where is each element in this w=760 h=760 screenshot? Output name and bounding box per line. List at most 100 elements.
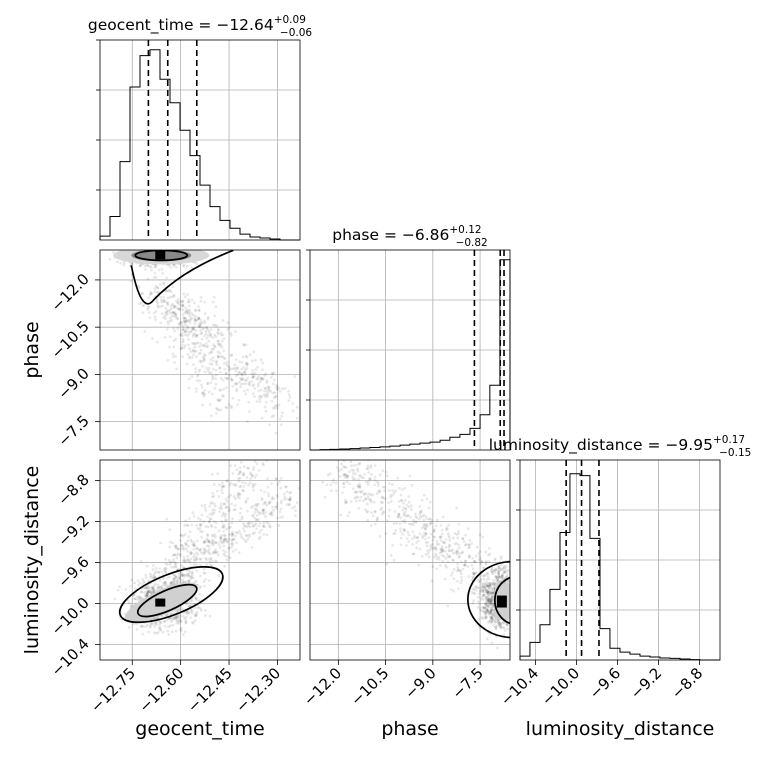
sample-point bbox=[236, 472, 240, 476]
sample-point bbox=[176, 301, 180, 305]
sample-point bbox=[194, 557, 198, 561]
sample-point bbox=[222, 544, 226, 548]
sample-point bbox=[456, 565, 460, 569]
sample-point bbox=[275, 385, 279, 388]
sample-point bbox=[456, 536, 460, 540]
sample-point bbox=[375, 480, 379, 484]
sample-point bbox=[264, 372, 268, 376]
hist-panel-luminosity_distance: luminosity_distance = −9.95+0.17 −0.15 bbox=[489, 434, 751, 661]
sample-point bbox=[487, 597, 491, 600]
sample-point bbox=[139, 560, 143, 563]
sample-point bbox=[380, 506, 383, 510]
sample-point bbox=[130, 262, 134, 265]
sample-point bbox=[344, 455, 347, 458]
sample-point bbox=[150, 292, 153, 296]
sample-point bbox=[487, 598, 491, 602]
sample-point bbox=[214, 521, 218, 525]
sample-point bbox=[342, 485, 346, 489]
sample-point bbox=[194, 335, 198, 339]
sample-point bbox=[490, 595, 494, 599]
sample-point bbox=[203, 506, 207, 510]
sample-point bbox=[265, 533, 269, 537]
ytick-label: −10.5 bbox=[48, 317, 93, 362]
sample-point bbox=[264, 409, 268, 413]
sample-point bbox=[133, 597, 136, 601]
sample-point bbox=[193, 332, 196, 336]
sample-point bbox=[433, 535, 437, 539]
sample-point bbox=[151, 587, 155, 591]
sample-point bbox=[196, 373, 200, 377]
sample-point bbox=[201, 327, 205, 331]
sample-point bbox=[190, 575, 193, 579]
sample-point bbox=[482, 585, 485, 589]
sample-point bbox=[409, 515, 412, 519]
sample-point bbox=[252, 383, 256, 387]
sample-point bbox=[220, 541, 224, 545]
sample-point bbox=[431, 543, 434, 546]
sample-point bbox=[245, 355, 249, 359]
sample-point bbox=[178, 303, 182, 306]
sample-point bbox=[188, 530, 192, 534]
sample-point bbox=[283, 498, 287, 501]
sample-point bbox=[171, 553, 175, 557]
sample-point bbox=[171, 243, 174, 246]
sample-point bbox=[275, 505, 278, 509]
sample-point bbox=[355, 499, 358, 503]
sample-point bbox=[148, 293, 152, 296]
sample-point bbox=[440, 532, 444, 536]
sample-point bbox=[485, 602, 489, 605]
sample-point bbox=[199, 523, 203, 526]
sample-point bbox=[210, 347, 214, 351]
sample-point bbox=[257, 395, 261, 399]
sample-point bbox=[490, 616, 494, 620]
sample-point bbox=[387, 489, 391, 492]
sample-point bbox=[458, 569, 462, 572]
sample-point bbox=[202, 520, 206, 524]
sample-point bbox=[184, 330, 188, 334]
sample-point bbox=[511, 593, 514, 596]
sample-point bbox=[237, 370, 241, 374]
sample-point bbox=[389, 493, 393, 497]
sample-point bbox=[139, 263, 143, 266]
sample-point bbox=[425, 497, 429, 501]
sample-point bbox=[221, 319, 225, 322]
sample-point bbox=[146, 590, 149, 594]
sample-point bbox=[179, 605, 183, 609]
sample-point bbox=[476, 586, 479, 590]
sample-point bbox=[203, 548, 207, 551]
sample-point bbox=[186, 555, 189, 558]
sample-point bbox=[203, 571, 207, 575]
sample-point bbox=[455, 506, 459, 510]
sample-point bbox=[146, 308, 149, 311]
sample-point bbox=[173, 616, 177, 620]
sample-point bbox=[239, 507, 243, 511]
sample-point bbox=[484, 550, 488, 554]
sample-point bbox=[187, 611, 191, 615]
sample-point bbox=[163, 336, 167, 339]
contour-39 bbox=[494, 576, 510, 625]
sample-point bbox=[172, 312, 176, 315]
sample-point bbox=[485, 583, 489, 587]
sample-point bbox=[446, 531, 450, 535]
sample-point bbox=[170, 630, 174, 634]
sample-point bbox=[198, 548, 202, 552]
sample-point bbox=[373, 522, 377, 526]
sample-point bbox=[184, 615, 188, 619]
sample-point bbox=[172, 264, 176, 268]
sample-point bbox=[229, 404, 233, 408]
sample-point bbox=[250, 474, 254, 478]
sample-point bbox=[166, 309, 170, 313]
sample-point bbox=[497, 572, 501, 576]
sample-point bbox=[177, 608, 180, 612]
sample-point bbox=[245, 379, 248, 382]
sample-point bbox=[254, 368, 258, 372]
sample-point bbox=[264, 511, 268, 514]
sample-point bbox=[214, 368, 218, 372]
sample-point bbox=[515, 586, 518, 589]
sample-point bbox=[163, 624, 167, 628]
sample-point bbox=[503, 570, 506, 574]
sample-point bbox=[188, 319, 191, 322]
sample-point bbox=[439, 548, 443, 552]
sample-point bbox=[184, 244, 187, 247]
sample-point bbox=[175, 615, 179, 619]
